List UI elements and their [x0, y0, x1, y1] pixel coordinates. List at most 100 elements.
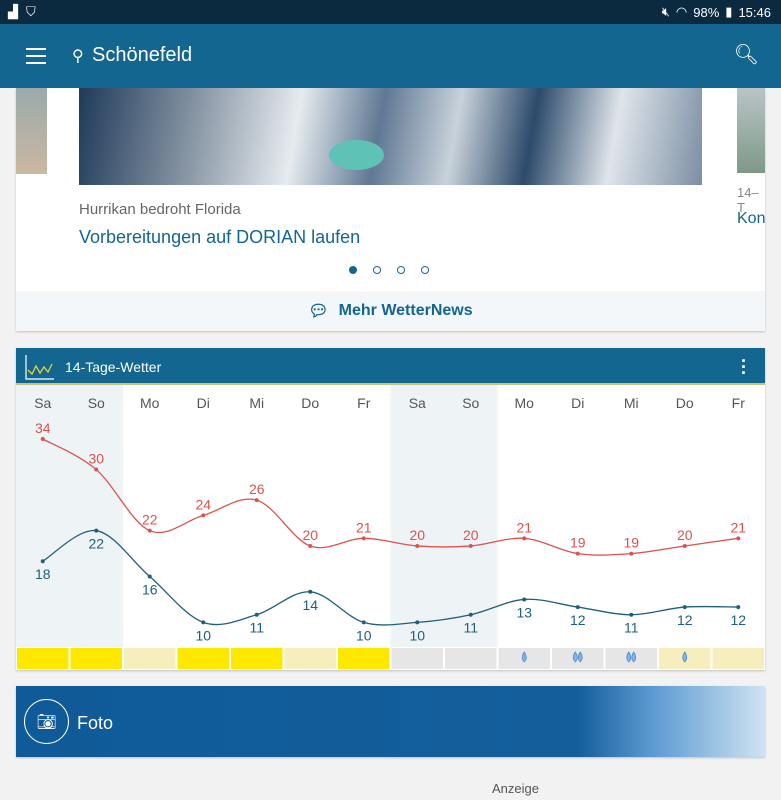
high-temp-point: [361, 536, 366, 541]
low-temp-point: [682, 605, 687, 610]
high-temp-point: [468, 543, 473, 548]
low-temp-point: [736, 605, 741, 610]
raindrop-icon: [572, 651, 578, 663]
news-headline[interactable]: Vorbereitungen auf DORIAN laufen: [79, 227, 361, 247]
low-temp-point: [468, 612, 473, 617]
high-temp-point: [40, 437, 45, 441]
day-label: Mi: [249, 395, 264, 411]
low-temp-point: [254, 612, 259, 617]
day-label: Sa: [34, 395, 51, 411]
low-temp-label: 12: [677, 612, 693, 628]
day-label: So: [88, 395, 105, 411]
more-news-button[interactable]: 💬︎ Mehr WetterNews: [16, 291, 765, 331]
high-temp-label: 22: [142, 512, 158, 528]
high-temp-label: 34: [35, 420, 51, 436]
low-temp-point: [361, 620, 366, 625]
hamburger-icon[interactable]: [26, 48, 46, 64]
forecast-title: 14-Tage-Wetter: [65, 359, 162, 375]
weekend-shade: [69, 385, 123, 647]
high-temp-point: [308, 543, 313, 548]
weekend-shade: [444, 385, 498, 647]
raindrop-icon: [626, 651, 632, 663]
condition-cell: [177, 648, 229, 669]
condition-cell: [712, 648, 764, 669]
high-temp-label: 20: [409, 527, 425, 543]
more-options-icon[interactable]: · · ·: [741, 351, 747, 383]
news-image[interactable]: [79, 88, 702, 185]
high-temp-point: [575, 551, 580, 556]
day-label: Fr: [357, 395, 371, 411]
activity-icon: ▟: [8, 4, 18, 19]
high-temp-label: 19: [623, 535, 639, 551]
battery-icon: ▮: [725, 4, 733, 19]
low-temp-point: [201, 620, 206, 625]
raindrop-icon: [631, 651, 637, 663]
search-icon[interactable]: 🔍︎: [733, 44, 759, 66]
low-temp-label: 10: [195, 627, 211, 643]
ad-label: Anzeige: [492, 781, 539, 796]
low-temp-label: 22: [88, 536, 104, 552]
status-bar: ▟ ⛉ 🔇︎ ◠ 98% ▮ 15:46: [0, 0, 781, 24]
carousel-dot[interactable]: [373, 266, 381, 274]
forecast-header: 14-Tage-Wetter · · ·: [16, 348, 765, 385]
high-temp-point: [201, 513, 206, 518]
low-temp-label: 10: [409, 627, 425, 643]
forecast-card: Sa So Mo Di Mi Do Fr Sa So Mo Di Mi Do Fr 34 30 22 24 26 20…: [16, 348, 765, 670]
day-label: Mo: [140, 395, 160, 411]
high-temp-point: [629, 551, 634, 556]
prev-news-image[interactable]: [16, 88, 47, 174]
day-label: Sa: [409, 395, 426, 411]
condition-cell: [445, 648, 497, 669]
low-temp-label: 14: [302, 597, 318, 613]
day-label: Di: [571, 395, 584, 411]
carousel-dot[interactable]: [421, 266, 429, 274]
high-temp-point: [147, 528, 152, 533]
battery-level: 98%: [693, 4, 720, 20]
location-pin-icon: ⚲: [72, 48, 84, 65]
day-label: Di: [197, 395, 210, 411]
high-temp-point: [94, 467, 99, 472]
day-label: So: [462, 395, 479, 411]
high-temp-point: [736, 536, 741, 541]
high-temp-label: 20: [302, 527, 318, 543]
forecast-chart: Sa So Mo Di Mi Do Fr Sa So Mo Di Mi Do Fr 34 30 22 24 26 20…: [16, 385, 764, 669]
condition-cell: [124, 648, 176, 669]
raindrop-icon: [521, 651, 527, 663]
next-news-kicker: 14–T: [737, 185, 759, 215]
day-label: Do: [301, 395, 319, 411]
weekend-shade: [16, 385, 70, 647]
low-temp-point: [522, 597, 527, 602]
chart-icon: [25, 355, 54, 380]
carousel-dots: [349, 266, 429, 274]
low-temp-label: 10: [356, 627, 372, 643]
weekend-shade: [390, 385, 444, 647]
carousel-dot[interactable]: [349, 266, 357, 274]
raindrop-icon: [577, 651, 583, 663]
condition-cell: [284, 648, 336, 669]
condition-cell: [338, 648, 390, 669]
condition-cell: [552, 648, 604, 669]
high-temp-label: 30: [88, 451, 104, 467]
high-temp-label: 20: [463, 527, 479, 543]
low-temp-point: [147, 574, 152, 579]
high-temp-point: [522, 536, 527, 541]
high-temp-point: [682, 543, 687, 548]
condition-cell: [17, 648, 69, 669]
foto-card[interactable]: 📷︎ Foto: [16, 686, 765, 757]
day-label: Fr: [732, 395, 746, 411]
high-temp-label: 21: [730, 519, 746, 535]
low-temp-point: [94, 528, 99, 533]
next-news-headline[interactable]: Kon: [737, 210, 766, 227]
condition-cell: [605, 648, 657, 669]
carousel-dot[interactable]: [397, 266, 405, 274]
low-temp-point: [308, 589, 313, 594]
low-temp-label: 18: [35, 566, 51, 582]
low-temp-point: [40, 559, 45, 564]
next-news-image[interactable]: [737, 88, 765, 173]
location-title[interactable]: Schönefeld: [92, 44, 193, 66]
high-temp-point: [415, 543, 420, 548]
high-temp-label: 21: [516, 519, 532, 535]
low-temp-point: [415, 620, 420, 625]
news-carousel-card: Hurrikan bedroht Florida Vorbereitungen …: [16, 88, 765, 331]
wifi-icon: ◠: [675, 4, 688, 19]
